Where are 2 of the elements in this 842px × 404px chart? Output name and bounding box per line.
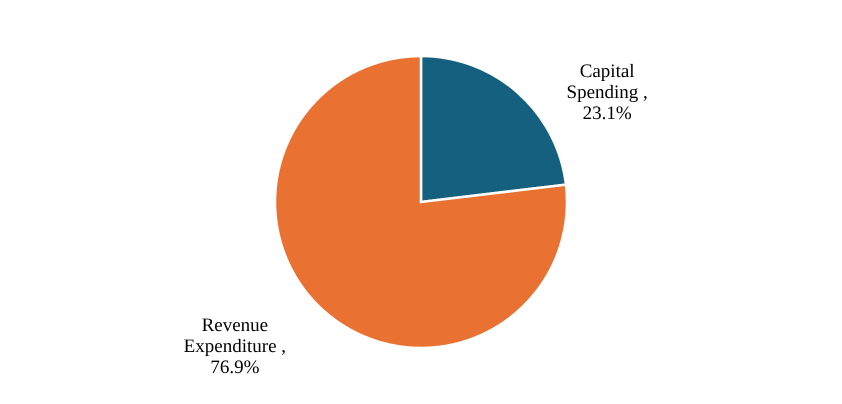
slice-label: Revenue Expenditure , 76.9%	[184, 314, 286, 378]
slice-label: Capital Spending , 23.1%	[566, 61, 648, 124]
